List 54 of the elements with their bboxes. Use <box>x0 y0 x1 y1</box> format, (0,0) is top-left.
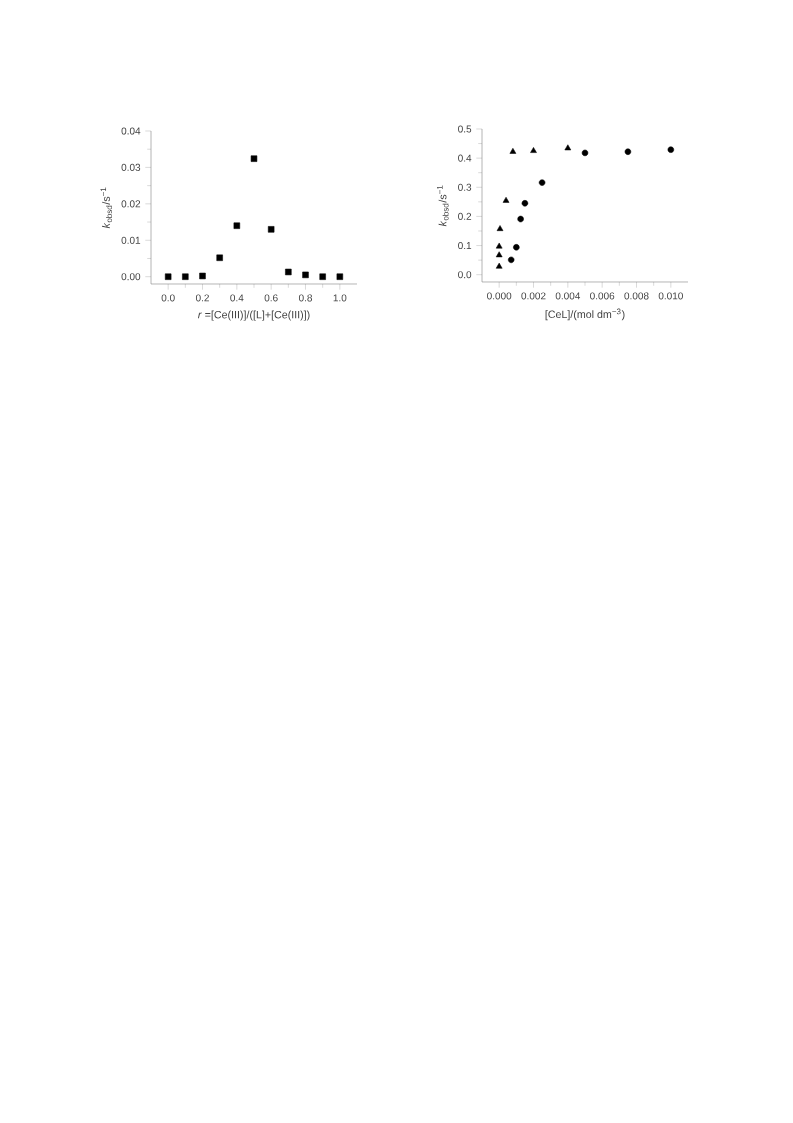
point <box>517 215 524 223</box>
y-tick-label: 0.01 <box>121 236 141 244</box>
x-tick-label: 0.2 <box>195 294 209 302</box>
y-tick-label: 0.04 <box>121 127 141 135</box>
point <box>521 200 529 207</box>
x-tick-label: 0.6 <box>264 294 278 302</box>
point <box>336 273 344 280</box>
y-tick-label: 0.3 <box>458 183 472 191</box>
x-tick-label: 0.008 <box>624 292 649 300</box>
point <box>502 196 510 203</box>
point <box>667 146 675 153</box>
x-tick-label: 0.4 <box>230 294 244 302</box>
point <box>513 244 520 251</box>
x-tick-label: 0.0 <box>161 294 175 302</box>
point <box>182 273 189 280</box>
point <box>495 242 503 249</box>
y-axis-title: k$_{obsd}$/s$^{−1}$ <box>100 187 112 229</box>
point <box>267 226 275 233</box>
point <box>495 262 503 269</box>
point <box>216 254 223 261</box>
x-tick-label: 0.000 <box>487 292 512 300</box>
point <box>581 149 589 157</box>
y-tick-label: 0.02 <box>121 200 141 208</box>
point <box>302 271 309 279</box>
x-tick-label: 0.006 <box>590 292 615 300</box>
y-axis-title: k$_{obsd}$/s$^{−1}$ <box>437 185 449 227</box>
x-tick-label: 0.8 <box>298 294 313 302</box>
x-tick-label: 0.004 <box>555 292 581 300</box>
x-axis-title: r =[Ce(III)]/([L]+[Ce(III)]) <box>197 310 310 321</box>
point <box>538 179 546 186</box>
point <box>495 251 503 258</box>
point <box>530 147 537 153</box>
point <box>285 268 292 276</box>
x-tick-label: 0.002 <box>521 292 546 300</box>
x-tick-label: 1.0 <box>333 294 347 302</box>
point <box>233 222 241 229</box>
point <box>250 155 258 162</box>
y-tick-label: 0.2 <box>458 212 472 220</box>
y-tick-label: 0.03 <box>121 163 141 171</box>
point <box>509 147 517 154</box>
x-tick-label: 0.010 <box>658 292 683 300</box>
y-tick-label: 0.4 <box>458 154 472 162</box>
point <box>624 148 632 155</box>
point <box>507 256 515 264</box>
y-tick-label: 0.0 <box>458 271 472 279</box>
point <box>199 272 206 280</box>
y-tick-label: 0.5 <box>458 125 472 133</box>
y-tick-label: 0.00 <box>121 273 141 281</box>
y-tick-label: 0.1 <box>458 242 472 250</box>
point <box>496 225 504 231</box>
point <box>319 273 326 280</box>
point <box>564 144 572 151</box>
point <box>164 273 172 280</box>
x-axis-title: [CeL]/(mol dm$^{−3}$) <box>545 308 625 321</box>
